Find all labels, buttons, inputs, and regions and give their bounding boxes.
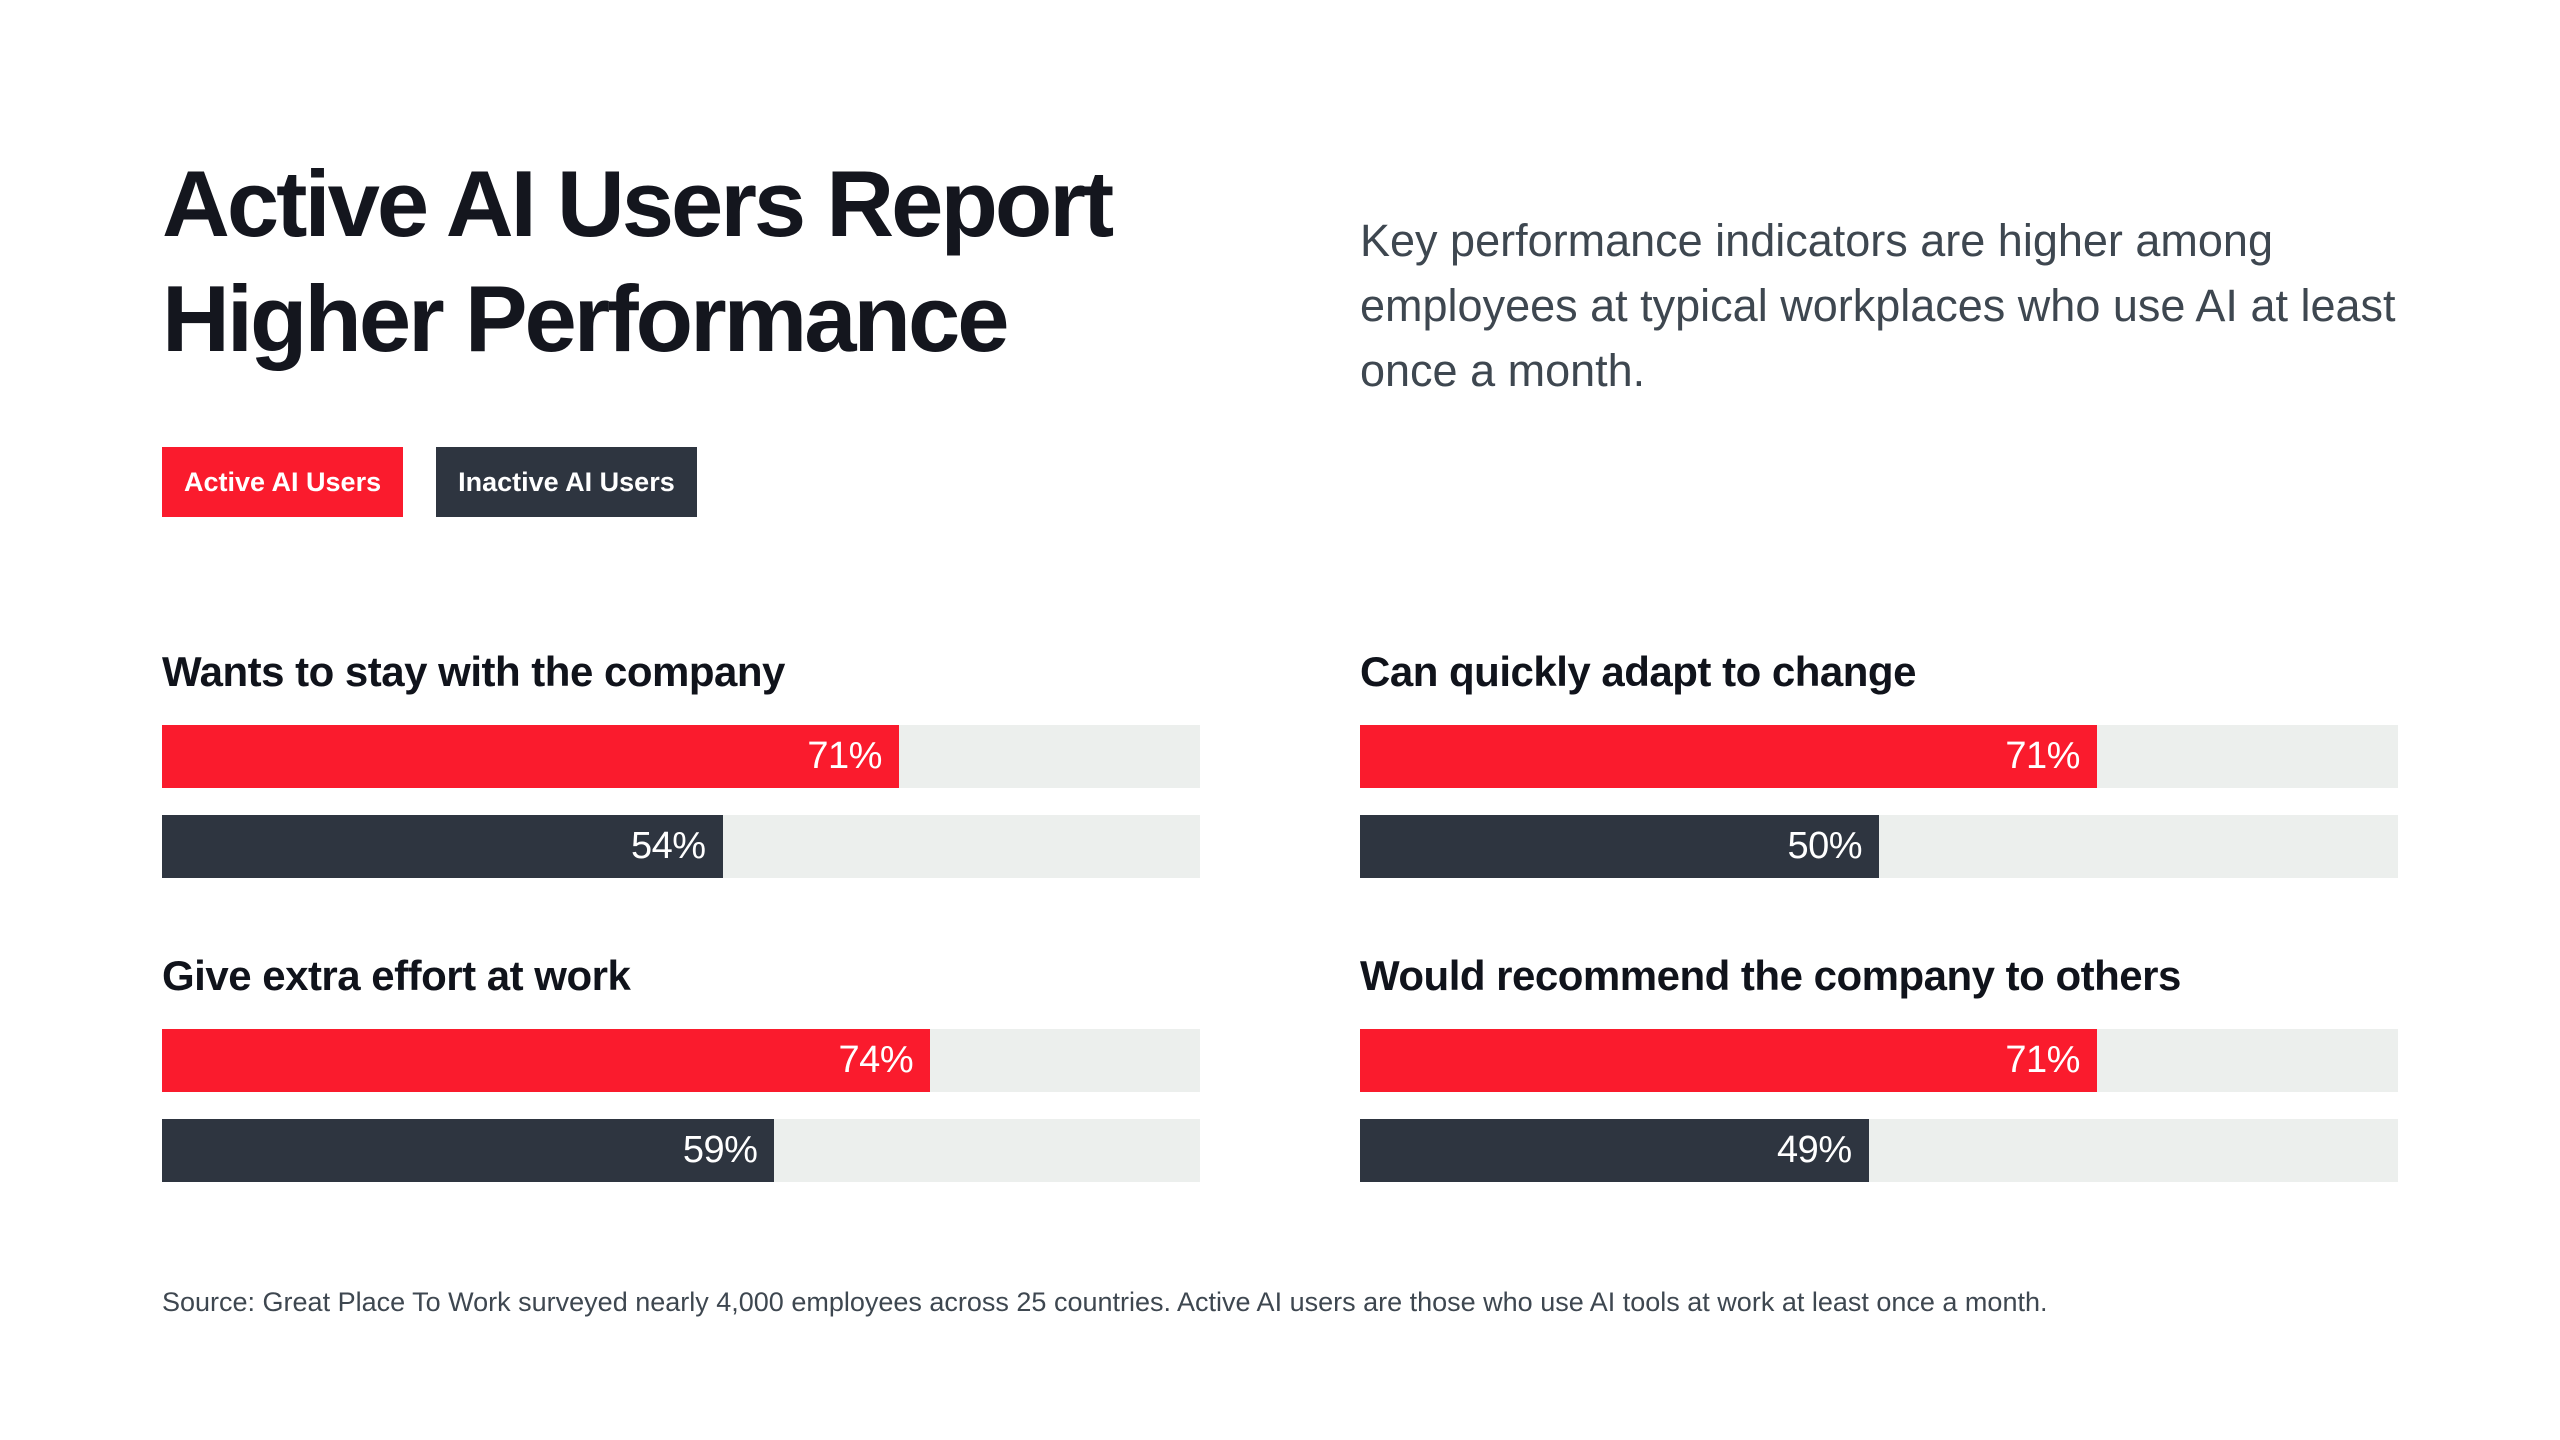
- page-title-line1: Active AI Users Report: [162, 151, 1114, 256]
- bar-fill-active-ai-users: 71%: [162, 725, 899, 788]
- bar-fill-inactive-ai-users: 49%: [1360, 1119, 1869, 1182]
- metric-title: Give extra effort at work: [162, 952, 631, 999]
- bar-track-inactive-ai-users: 50%: [1360, 815, 2398, 878]
- chart-legend: Active AI Users Inactive AI Users: [162, 447, 697, 517]
- bar-track-inactive-ai-users: 49%: [1360, 1119, 2398, 1182]
- bar-fill-active-ai-users: 71%: [1360, 725, 2097, 788]
- metric-group-can-quickly-adapt-to-change: Can quickly adapt to change 71% 50%: [1360, 648, 2398, 878]
- metric-title: Wants to stay with the company: [162, 648, 785, 695]
- legend-chip-inactive-ai-users: Inactive AI Users: [436, 447, 697, 517]
- page-title: Active AI Users Report Higher Performanc…: [162, 146, 1114, 376]
- bar-track-active-ai-users: 74%: [162, 1029, 1200, 1092]
- legend-label-active: Active AI Users: [184, 466, 382, 497]
- bar-value-label: 71%: [2005, 1039, 2080, 1081]
- source-note: Source: Great Place To Work surveyed nea…: [162, 1287, 2048, 1317]
- bar-track-active-ai-users: 71%: [1360, 1029, 2398, 1092]
- bar-fill-inactive-ai-users: 54%: [162, 815, 723, 878]
- metric-group-give-extra-effort-at-work: Give extra effort at work 74% 59%: [162, 952, 1200, 1182]
- metric-group-wants-to-stay-with-the-company: Wants to stay with the company 71% 54%: [162, 648, 1200, 878]
- bar-value-label: 49%: [1777, 1129, 1852, 1171]
- bar-value-label: 59%: [682, 1129, 758, 1171]
- page-subtitle: Key performance indicators are higher am…: [1360, 215, 2396, 396]
- bar-fill-active-ai-users: 74%: [162, 1029, 931, 1092]
- bar-value-label: 71%: [807, 735, 882, 777]
- bar-track-active-ai-users: 71%: [1360, 725, 2398, 788]
- bar-value-label: 74%: [838, 1039, 914, 1081]
- bar-value-label: 54%: [630, 825, 706, 867]
- bar-track-active-ai-users: 71%: [162, 725, 1200, 788]
- metric-title: Can quickly adapt to change: [1360, 648, 1916, 695]
- bar-value-label: 50%: [1787, 825, 1862, 867]
- metric-title: Would recommend the company to others: [1360, 952, 2181, 999]
- legend-label-inactive: Inactive AI Users: [458, 466, 675, 497]
- metric-group-would-recommend-the-company-to-others: Would recommend the company to others 71%…: [1360, 952, 2398, 1182]
- bar-value-label: 71%: [2005, 735, 2080, 777]
- bar-track-inactive-ai-users: 54%: [162, 815, 1200, 878]
- bar-fill-inactive-ai-users: 59%: [162, 1119, 775, 1182]
- metrics-grid: Wants to stay with the company 71% 54% Can …: [162, 648, 2398, 1182]
- page-title-line2: Higher Performance: [162, 266, 1010, 371]
- bar-fill-active-ai-users: 71%: [1360, 1029, 2097, 1092]
- bar-track-inactive-ai-users: 59%: [162, 1119, 1200, 1182]
- legend-chip-active-ai-users: Active AI Users: [162, 447, 404, 517]
- bar-fill-inactive-ai-users: 50%: [1360, 815, 1879, 878]
